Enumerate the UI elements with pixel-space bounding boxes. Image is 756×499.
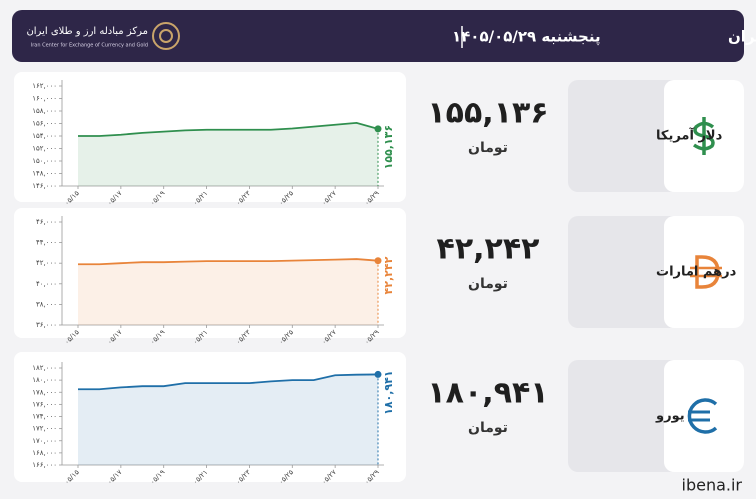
y-tick-label: ۴۶,۰۰۰ [36, 218, 57, 226]
area [78, 259, 378, 325]
y-tick-label: ۱۸۰,۰۰۰ [32, 376, 57, 384]
unit-label: تومان [468, 420, 508, 436]
y-tick-label: ۱۶۲,۰۰۰ [32, 82, 57, 90]
y-tick-label: ۴۴,۰۰۰ [36, 239, 57, 247]
currency-name: یورو [655, 409, 685, 424]
header-title: نرخ قیمت ارز مرکز مبادله ایران [728, 28, 756, 46]
y-tick-label: ۱۵۴,۰۰۰ [32, 132, 57, 140]
header-date: پنجشنبه ۱۴۰۵/۰۵/۲۹ [452, 28, 601, 47]
y-tick-label: ۱۶۰,۰۰۰ [32, 95, 57, 103]
unit-label: تومان [468, 276, 508, 292]
line [78, 258, 379, 266]
y-tick-label: ۱۶۸,۰۰۰ [32, 449, 57, 457]
currency-name: دلار آمریکا [656, 127, 723, 144]
end-label: ۱۸۰,۹۴۱ [382, 370, 395, 414]
y-tick-label: ۱۴۸,۰۰۰ [32, 170, 57, 178]
icon-tile [664, 216, 744, 328]
y-tick-label: ۱۷۴,۰۰۰ [32, 413, 57, 421]
logo-icon-inner [159, 29, 173, 43]
last-point [374, 125, 382, 133]
logo-name: مرکز مبادله ارز و طلای ایران [26, 26, 148, 37]
chart-card [14, 208, 406, 338]
current-value: ۱۵۵,۱۳۶ [427, 96, 548, 131]
end-label: ۱۵۵,۱۳۶ [382, 125, 395, 169]
icon-tile [664, 360, 744, 472]
dirham-icon [695, 255, 720, 289]
last-point [374, 257, 382, 265]
y-tick-label: ۱۷۰,۰۰۰ [32, 437, 57, 445]
area [78, 374, 378, 465]
y-tick-label: ۳۸,۰۰۰ [36, 300, 57, 308]
y-tick-label: ۳۶,۰۰۰ [36, 321, 57, 329]
y-tick-label: ۱۸۲,۰۰۰ [32, 364, 57, 372]
header-bar [12, 10, 744, 62]
y-tick-label: ۱۶۶,۰۰۰ [32, 461, 57, 469]
logo-subtitle: Iran Center for Exchange of Currency and… [31, 43, 148, 49]
current-value: ۴۲,۲۴۲ [437, 232, 540, 267]
last-point [374, 370, 382, 378]
end-label: ۴۲,۲۴۲ [382, 256, 395, 294]
currency-name: درهم امارات [656, 265, 737, 280]
line [78, 373, 379, 391]
y-tick-label: ۴۲,۰۰۰ [36, 259, 57, 267]
footer-site: ibena.ir [682, 476, 743, 495]
euro-icon [687, 398, 718, 434]
y-tick-label: ۱۷۶,۰۰۰ [32, 400, 57, 408]
chart-card [14, 352, 406, 482]
y-tick-label: ۱۵۰,۰۰۰ [32, 157, 57, 165]
chart-card [14, 72, 406, 202]
y-tick-label: ۱۵۸,۰۰۰ [32, 107, 57, 115]
y-tick-label: ۱۷۲,۰۰۰ [32, 425, 57, 433]
rows: دلار آمریکا ۱۴۶,۰۰۰ ۱۴۸,۰۰۰ ۱۵۰,۰۰۰ ۱۵۲,۰۰۰ ۱… [14, 72, 744, 486]
unit-label: تومان [468, 140, 508, 156]
y-tick-label: ۴۰,۰۰۰ [36, 280, 57, 288]
y-tick-label: ۱۵۲,۰۰۰ [32, 145, 57, 153]
y-tick-label: ۱۴۶,۰۰۰ [32, 182, 57, 190]
area [78, 122, 378, 186]
y-tick-label: ۱۷۸,۰۰۰ [32, 388, 57, 396]
logo-icon [152, 22, 180, 50]
y-tick-label: ۱۵۶,۰۰۰ [32, 120, 57, 128]
line [78, 121, 379, 137]
current-value: ۱۸۰,۹۴۱ [427, 376, 548, 411]
